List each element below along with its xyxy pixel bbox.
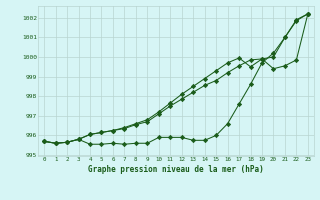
- X-axis label: Graphe pression niveau de la mer (hPa): Graphe pression niveau de la mer (hPa): [88, 165, 264, 174]
